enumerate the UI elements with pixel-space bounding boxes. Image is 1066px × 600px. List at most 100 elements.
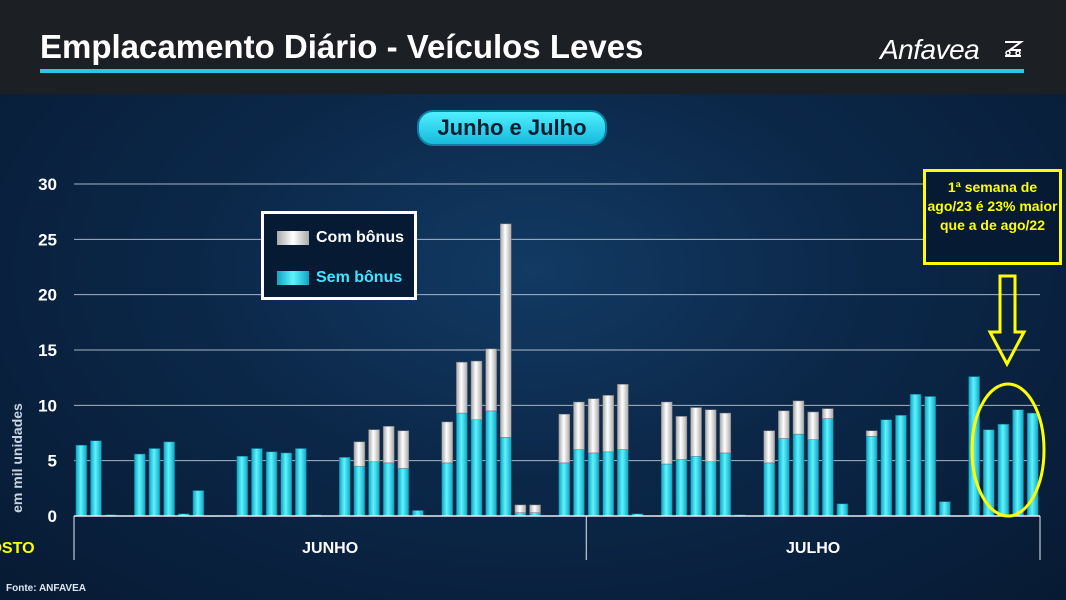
y-tick-label: 30 (38, 175, 57, 194)
bar-sem-bonus (836, 503, 849, 517)
bar-com-bonus (778, 410, 790, 439)
annotation-arrow (987, 274, 1027, 368)
bar-sem-bonus (353, 465, 366, 517)
bar-sem-bonus (251, 448, 263, 517)
bar-sem-bonus (90, 440, 102, 517)
bar-sem-bonus (865, 436, 878, 517)
legend: Com bônus Sem bônus (261, 211, 417, 300)
bar-sem-bonus (778, 438, 790, 517)
bar-com-bonus (353, 441, 366, 467)
page-title: Emplacamento Diário - Veículos Leves (40, 28, 644, 65)
bar-sem-bonus (822, 418, 834, 517)
bar-com-bonus (617, 384, 629, 450)
bar-sem-bonus (587, 452, 600, 517)
bar-sem-bonus (939, 501, 951, 517)
bar-com-bonus (587, 398, 600, 454)
bar-com-bonus (807, 411, 819, 440)
bar-com-bonus (704, 409, 717, 463)
bar-sem-bonus (661, 463, 673, 517)
bar-com-bonus (865, 430, 878, 437)
bar-sem-bonus (134, 453, 146, 517)
bar-com-bonus (441, 421, 453, 464)
bar-sem-bonus (895, 415, 907, 517)
annotation-box: 1ª semana de ago/23 é 23% maior que a de… (923, 169, 1062, 265)
legend-swatch-sem-bonus (277, 271, 309, 285)
bar-sem-bonus (558, 462, 571, 517)
bar-com-bonus (792, 400, 805, 435)
legend-label-com-bonus: Com bônus (316, 229, 404, 246)
bar-sem-bonus (924, 396, 936, 517)
bar-sem-bonus (295, 448, 307, 517)
y-tick-label: 25 (38, 230, 57, 249)
bar-com-bonus (661, 401, 673, 465)
bar-sem-bonus (412, 510, 424, 517)
bar-sem-bonus (602, 451, 614, 517)
bar-com-bonus (368, 429, 380, 463)
bar-sem-bonus (500, 437, 512, 517)
x-group-label: JULHO (786, 540, 840, 557)
bar-com-bonus (558, 413, 571, 464)
bar-sem-bonus (368, 461, 380, 517)
y-tick-label: 15 (38, 341, 57, 360)
y-tick-label: 0 (48, 507, 57, 526)
legend-swatch-com-bonus (277, 231, 309, 245)
anfavea-logo: Anfavea (880, 34, 980, 65)
bar-sem-bonus (470, 419, 483, 517)
bar-com-bonus (675, 416, 688, 460)
bar-sem-bonus (792, 433, 805, 517)
bar-sem-bonus (382, 462, 395, 517)
bar-com-bonus (719, 412, 732, 454)
bar-sem-bonus (485, 410, 497, 517)
bar-com-bonus (602, 395, 614, 453)
bar-sem-bonus (968, 376, 980, 517)
y-tick-label: 5 (48, 452, 57, 471)
bar-sem-bonus (280, 452, 292, 517)
bar-sem-bonus (997, 423, 1010, 517)
bar-sem-bonus (265, 451, 278, 517)
header-bar (0, 0, 1066, 94)
bar-sem-bonus (148, 448, 161, 517)
legend-label-sem-bonus: Sem bônus (316, 269, 403, 286)
title-underline (40, 69, 1024, 73)
bar-sem-bonus (75, 444, 88, 517)
bar-com-bonus (456, 361, 468, 414)
bar-com-bonus (382, 426, 395, 464)
bar-sem-bonus (163, 441, 175, 517)
bar-sem-bonus (617, 449, 629, 517)
x-group-label: AGOSTO (0, 540, 35, 557)
bar-com-bonus (763, 430, 775, 464)
bar-sem-bonus (690, 455, 702, 517)
bar-sem-bonus (909, 394, 922, 517)
anfavea-logo-icon (1005, 41, 1024, 57)
chart-subtitle: Junho e Julho (417, 110, 607, 146)
highlight-ellipse (970, 382, 1046, 518)
y-tick-label: 20 (38, 286, 57, 305)
bar-com-bonus (514, 504, 527, 513)
bar-sem-bonus (880, 419, 893, 517)
bar-sem-bonus (573, 449, 585, 517)
bar-sem-bonus (807, 439, 819, 517)
bar-sem-bonus (719, 452, 732, 517)
source-note: Fonte: ANFAVEA (6, 583, 86, 594)
bar-com-bonus (485, 348, 497, 412)
x-group-label: JUNHO (302, 540, 358, 557)
bar-com-bonus (573, 401, 585, 450)
y-axis-label: em mil unidades (9, 403, 25, 513)
bar-com-bonus (397, 430, 410, 469)
bar-sem-bonus (456, 412, 468, 517)
bar-sem-bonus (192, 490, 205, 517)
bar-sem-bonus (704, 461, 717, 517)
bar-com-bonus (500, 223, 512, 438)
bar-sem-bonus (236, 455, 249, 517)
bar-com-bonus (822, 408, 834, 419)
y-tick-label: 10 (38, 396, 57, 415)
bar-sem-bonus (763, 462, 775, 517)
bar-com-bonus (529, 504, 541, 513)
bar-sem-bonus (339, 457, 351, 517)
bar-sem-bonus (675, 459, 688, 517)
bar-com-bonus (470, 360, 483, 420)
bar-com-bonus (690, 407, 702, 457)
bar-sem-bonus (397, 468, 410, 517)
bar-sem-bonus (1012, 409, 1024, 517)
